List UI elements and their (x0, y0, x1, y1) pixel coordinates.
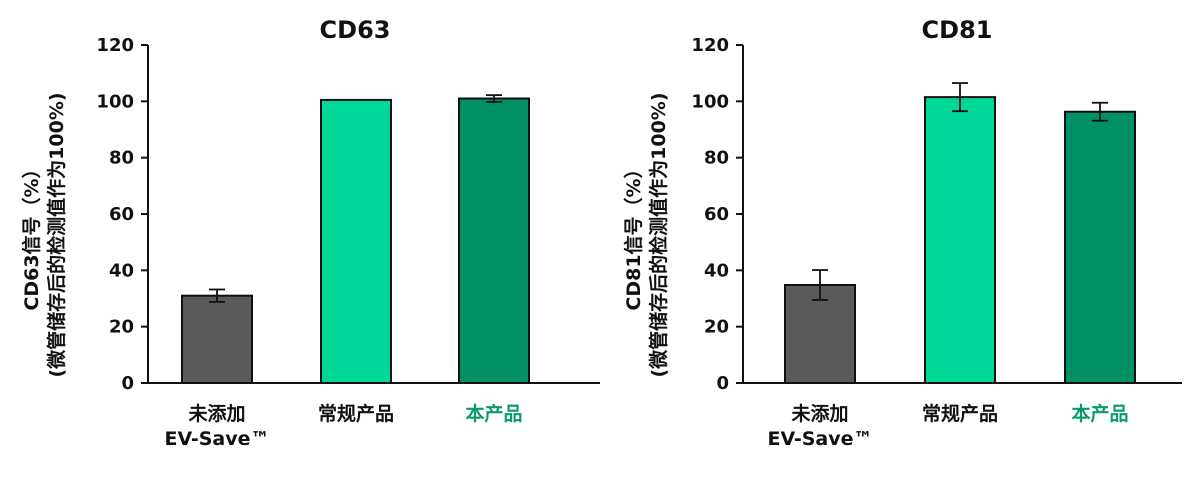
y-tick-label: 80 (704, 148, 729, 169)
bar (1064, 110, 1136, 384)
x-category-label: 常规产品 (318, 402, 394, 425)
y-axis-label: CD63信号（%） (20, 159, 43, 310)
y-tick-label: 100 (96, 91, 134, 112)
chart-title: CD63 (320, 16, 391, 44)
y-tick-label: 40 (704, 260, 729, 281)
y-tick-label: 20 (109, 317, 134, 338)
x-category-label: 本产品 (1071, 402, 1128, 425)
chart-cd81: CD81 CD81信号（%） (微管储存后的检测值作为100%) 0 20 40 60 80 1… (622, 16, 1182, 450)
chart-title: CD81 (922, 16, 993, 44)
y-axis-label-note: (微管储存后的检测值作为100%) (647, 92, 670, 377)
x-category-label: 本产品 (465, 402, 522, 425)
x-category-label: 未添加 (790, 402, 848, 425)
bar (784, 283, 856, 385)
bar (320, 98, 392, 385)
x-category-label: EV-Save™ (165, 428, 270, 450)
chart-cd63: CD63 CD63信号（%） (微管储存后的检测值作为100%) 0 20 40 60 80 1… (20, 16, 600, 450)
bar (458, 97, 530, 385)
y-tick-label: 80 (109, 148, 134, 169)
y-tick-label: 40 (109, 260, 134, 281)
bar (181, 294, 253, 384)
y-tick-label: 100 (691, 91, 729, 112)
y-tick-label: 120 (691, 35, 729, 56)
y-tick-label: 60 (109, 204, 134, 225)
y-axis-label-note: (微管储存后的检测值作为100%) (45, 92, 68, 377)
x-category-label: EV-Save™ (768, 428, 873, 450)
bar (924, 96, 996, 384)
y-tick-label: 120 (96, 35, 134, 56)
x-category-label: 常规产品 (922, 402, 998, 425)
y-axis-label: CD81信号（%） (622, 159, 645, 310)
y-tick-label: 60 (704, 204, 729, 225)
y-tick-label: 20 (704, 317, 729, 338)
x-category-label: 未添加 (187, 402, 245, 425)
y-tick-label: 0 (121, 373, 134, 394)
y-tick-label: 0 (716, 373, 729, 394)
